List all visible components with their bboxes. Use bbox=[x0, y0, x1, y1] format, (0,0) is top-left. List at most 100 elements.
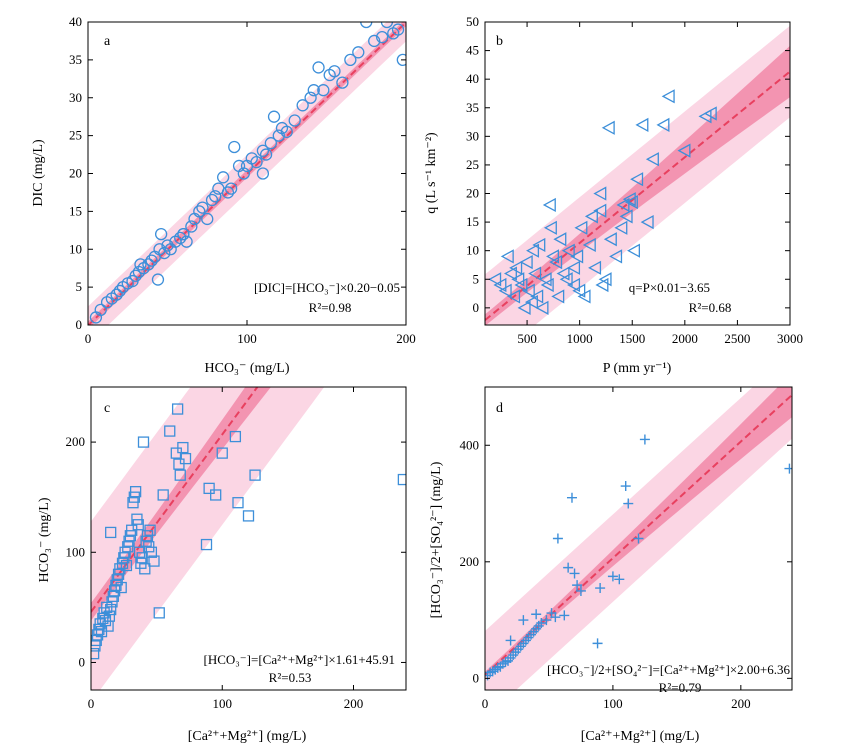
data-point bbox=[336, 76, 349, 89]
data-point bbox=[677, 143, 691, 158]
data-point bbox=[228, 140, 241, 154]
data-point bbox=[137, 436, 150, 448]
data-point bbox=[546, 249, 560, 264]
data-point bbox=[110, 288, 123, 301]
data-point bbox=[626, 243, 640, 258]
plot-area bbox=[485, 387, 792, 690]
data-point bbox=[609, 249, 623, 264]
panel-d: 0 100 200 0 200 400 [Ca²⁺+Mg²⁺] (mg/L) [HCO₃⁻]/… bbox=[429, 386, 793, 744]
y-tick-label: 50 bbox=[466, 14, 479, 29]
data-point bbox=[221, 186, 235, 199]
data-point bbox=[661, 89, 675, 104]
y-axis-label: DIC (mg/L) bbox=[31, 139, 46, 207]
data-point bbox=[556, 266, 570, 281]
data-point bbox=[570, 249, 584, 264]
data-point bbox=[113, 284, 126, 298]
plot-frame bbox=[90, 386, 407, 691]
data-point bbox=[267, 110, 281, 123]
x-tick-label: 500 bbox=[517, 331, 537, 346]
data-point bbox=[551, 289, 565, 304]
data-point bbox=[521, 283, 535, 298]
data-point bbox=[180, 235, 193, 248]
data-point bbox=[492, 662, 503, 673]
y-tick-label: 0 bbox=[79, 654, 86, 669]
data-point bbox=[540, 277, 554, 293]
data-point bbox=[179, 452, 192, 465]
data-point bbox=[567, 260, 581, 275]
data-point bbox=[630, 172, 644, 187]
data-point bbox=[509, 260, 523, 275]
data-point bbox=[142, 258, 155, 271]
data-point bbox=[232, 497, 244, 509]
panel-c: 0 100 200 0 100 200 [Ca²⁺+Mg²⁺] (mg/L) HCO₃⁻ (m… bbox=[37, 386, 407, 744]
data-point bbox=[91, 647, 100, 660]
data-point bbox=[151, 273, 165, 286]
regression-equation: [HCO₃⁻]/2+[SO₄²⁻]=[Ca²⁺+Mg²⁺]×2.00+6.36 bbox=[547, 662, 791, 677]
data-point bbox=[164, 425, 176, 437]
data-point bbox=[640, 214, 654, 230]
data-point bbox=[344, 53, 357, 67]
data-point bbox=[601, 120, 615, 135]
data-point bbox=[229, 430, 242, 443]
data-point bbox=[622, 192, 636, 207]
data-point bbox=[559, 272, 573, 287]
regression-equation: [HCO₃⁻]=[Ca²⁺+Mg²⁺]×1.61+45.91 bbox=[203, 652, 395, 667]
data-point bbox=[784, 463, 792, 474]
data-point bbox=[500, 657, 511, 668]
data-point bbox=[563, 562, 574, 573]
y-tick-label: 40 bbox=[69, 14, 82, 29]
data-point bbox=[196, 201, 209, 214]
x-tick-label: 100 bbox=[603, 696, 623, 711]
prediction-band bbox=[91, 387, 325, 690]
data-point bbox=[603, 232, 617, 247]
data-point bbox=[203, 482, 215, 495]
data-point bbox=[158, 246, 171, 260]
data-point bbox=[517, 300, 531, 315]
data-point bbox=[635, 117, 649, 133]
panel-letter: b bbox=[496, 34, 503, 49]
data-point bbox=[588, 260, 602, 275]
data-point bbox=[259, 148, 273, 161]
data-point bbox=[307, 84, 320, 97]
x-tick-label: 200 bbox=[396, 331, 416, 346]
data-point bbox=[593, 186, 607, 201]
plot-frame bbox=[484, 386, 793, 691]
data-point bbox=[224, 182, 238, 195]
data-point bbox=[105, 603, 117, 616]
data-point bbox=[645, 152, 659, 167]
data-point bbox=[572, 580, 583, 591]
data-point bbox=[210, 489, 222, 501]
data-point bbox=[616, 197, 630, 213]
data-point bbox=[296, 99, 309, 112]
plot-area bbox=[485, 25, 790, 325]
data-point bbox=[500, 249, 514, 264]
data-point bbox=[592, 638, 603, 649]
data-point bbox=[493, 277, 507, 293]
data-point bbox=[503, 266, 517, 281]
data-point bbox=[559, 610, 570, 621]
regression-line bbox=[88, 22, 406, 325]
data-point bbox=[614, 574, 625, 585]
data-point bbox=[598, 272, 612, 287]
data-point bbox=[567, 277, 581, 293]
x-axis-label: HCO₃⁻ (mg/L) bbox=[205, 361, 290, 376]
data-point bbox=[94, 303, 107, 317]
data-point bbox=[312, 61, 325, 74]
y-tick-label: 45 bbox=[466, 43, 479, 58]
data-point bbox=[511, 272, 525, 287]
data-point bbox=[524, 295, 538, 310]
data-point bbox=[375, 31, 389, 44]
data-point bbox=[518, 615, 529, 626]
data-point bbox=[396, 53, 406, 67]
data-point bbox=[569, 568, 580, 579]
regression-line bbox=[91, 387, 259, 613]
data-point bbox=[242, 510, 255, 522]
data-point bbox=[205, 193, 219, 207]
data-point bbox=[497, 658, 508, 669]
data-point bbox=[582, 237, 596, 253]
y-tick-label: 35 bbox=[466, 100, 479, 115]
x-tick-label: 0 bbox=[88, 696, 95, 711]
data-point bbox=[154, 227, 168, 241]
data-point bbox=[264, 137, 278, 150]
